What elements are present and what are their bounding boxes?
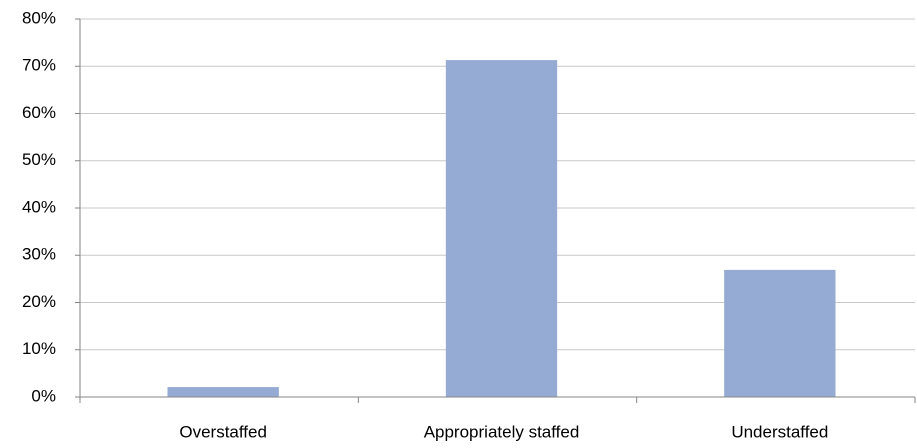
y-tick-label: 80% — [22, 8, 56, 27]
bar — [445, 60, 558, 398]
y-tick-label: 0% — [31, 386, 56, 405]
y-tick-label: 70% — [22, 56, 56, 75]
y-tick-label: 50% — [22, 150, 56, 169]
bar — [167, 387, 279, 397]
y-tick-label: 20% — [22, 292, 56, 311]
bar — [724, 269, 836, 397]
x-tick-label: Appropriately staffed — [424, 422, 580, 441]
y-tick-label: 60% — [22, 103, 56, 122]
y-tick-label: 10% — [22, 339, 56, 358]
y-tick-label: 30% — [22, 245, 56, 264]
x-tick-label: Overstaffed — [179, 422, 267, 441]
x-tick-label: Understaffed — [731, 422, 828, 441]
y-tick-label: 40% — [22, 197, 56, 216]
